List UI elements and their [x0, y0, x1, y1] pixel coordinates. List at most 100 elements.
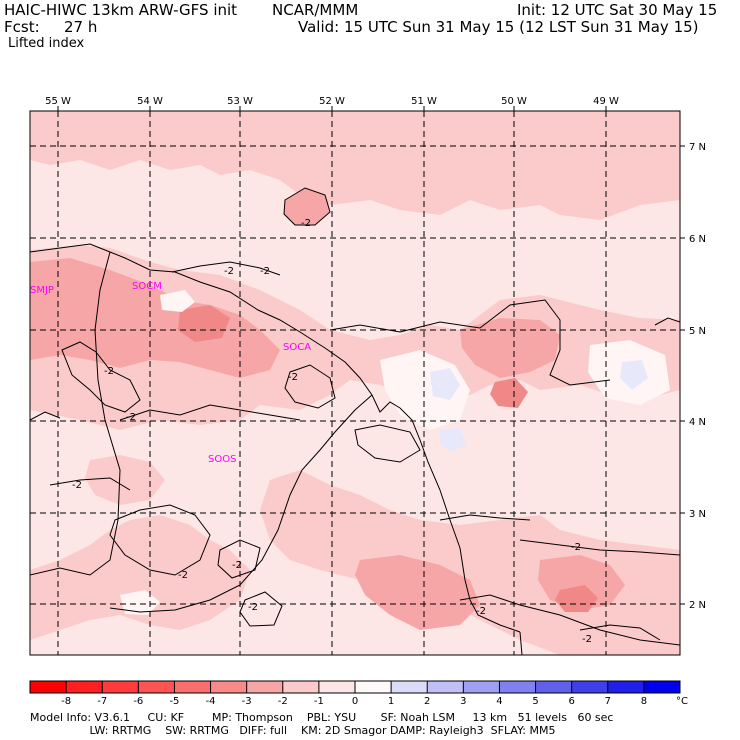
- colorbar-swatch: [643, 681, 681, 693]
- colorbar-swatch: [607, 681, 645, 693]
- colorbar: [29, 680, 681, 694]
- lat-label: 7 N: [689, 142, 706, 153]
- colorbar-swatch: [391, 681, 428, 693]
- colorbar-swatch: [246, 681, 284, 693]
- contour-line: [61, 341, 141, 413]
- contour-line: [109, 504, 211, 576]
- border-line: [109, 394, 373, 613]
- lon-label: 50 W: [501, 96, 527, 107]
- shade-positive-2: [440, 428, 466, 452]
- colorbar-swatch: [427, 681, 464, 693]
- shade-strong-north: [284, 188, 330, 225]
- colorbar-swatch: [102, 681, 139, 693]
- contour-labels: -2 -2 -2 -2 -2 -2 -2 -2 -2 -2 -2 -2 -2: [72, 218, 592, 645]
- valid-time: Valid: 15 UTC Sun 31 May 15 (12 LST Sun …: [298, 18, 699, 36]
- border-line: [519, 631, 523, 655]
- station-label-smjp: SMJP: [30, 285, 54, 296]
- init-time: Init: 12 UTC Sat 30 May 15: [517, 1, 718, 19]
- latitude-labels: 7 N 6 N 5 N 4 N 3 N 2 N: [689, 142, 706, 611]
- colorbar-swatch: [499, 681, 537, 693]
- contour-line: [519, 539, 680, 556]
- colorbar-swatch: [138, 681, 175, 693]
- contour-label: -2: [224, 266, 234, 277]
- colorbar-tick-label: 8: [641, 696, 647, 707]
- contour-line: [459, 594, 680, 646]
- longitude-labels: 55 W 54 W 53 W 52 W 51 W 50 W 49 W: [45, 96, 619, 107]
- model-info-line-1: Model Info: V3.6.1 CU: KF MP: Thompson P…: [30, 711, 614, 724]
- forecast-hour: 27 h: [64, 18, 98, 36]
- lon-label: 49 W: [593, 96, 619, 107]
- station-labels: SMJP SOCM SOCA SOOS: [30, 281, 311, 465]
- station-label-soca: SOCA: [283, 342, 311, 353]
- field-shading: [30, 111, 680, 655]
- colorbar-tick-label: -3: [242, 696, 252, 707]
- colorbar-swatch: [535, 681, 573, 693]
- contour-label: -2: [104, 366, 114, 377]
- shade-west-cell: [85, 455, 165, 505]
- lon-label: 53 W: [227, 96, 253, 107]
- contour-label: -2: [178, 570, 188, 581]
- colorbar-swatch: [66, 681, 103, 693]
- contour-label: -2: [232, 560, 242, 571]
- contour-label: -2: [288, 372, 298, 383]
- colorbar-swatch: [210, 681, 248, 693]
- colorbar-tick-label: -6: [133, 696, 143, 707]
- shade-strong-coast: [30, 258, 280, 378]
- shade-southwest: [30, 515, 250, 640]
- map-frame: [29, 110, 681, 656]
- boundaries: [30, 243, 523, 655]
- axis-ticks: [57, 106, 685, 605]
- contour-line: [284, 364, 336, 409]
- shade-core-2: [490, 378, 528, 408]
- organization-label: NCAR/MMM: [272, 1, 359, 19]
- contour-line: [439, 514, 531, 521]
- colorbar-tick-label: 5: [532, 696, 538, 707]
- contour-label: -2: [248, 602, 258, 613]
- contour-line: [579, 624, 661, 641]
- shade-coast-band: [30, 245, 680, 430]
- contour-label: -2: [476, 606, 486, 617]
- contour-label: -2: [301, 218, 311, 229]
- lon-label: 52 W: [319, 96, 345, 107]
- field-name: Lifted index: [8, 36, 85, 51]
- station-label-soos: SOOS: [208, 454, 236, 465]
- colorbar-tick-label: 4: [496, 696, 502, 707]
- colorbar-swatch: [463, 681, 500, 693]
- contour-line: [329, 299, 611, 386]
- colorbar-swatch: [571, 681, 609, 693]
- contour-line: [283, 187, 331, 226]
- shade-core-1: [178, 305, 230, 342]
- colorbar-tick-label: 6: [568, 696, 574, 707]
- lon-label: 54 W: [137, 96, 163, 107]
- contour-lines: [30, 187, 680, 646]
- contour-line: [119, 404, 301, 421]
- colorbar-swatch: [282, 681, 320, 693]
- contour-line: [30, 411, 61, 421]
- contour-label: -2: [260, 266, 270, 277]
- contour-line: [654, 317, 680, 326]
- contour-line: [217, 539, 261, 579]
- graticule: [30, 111, 680, 655]
- colorbar-swatch: [30, 681, 67, 693]
- shade-core-3: [555, 585, 598, 612]
- colorbar-tick-label: 7: [605, 696, 611, 707]
- contour-label: -2: [126, 412, 136, 423]
- border-line: [30, 251, 121, 576]
- colorbar-ticks: -8 -7 -6 -5 -4 -3 -2 -1 0 1 2 3 4 5 6 7 8: [61, 696, 647, 707]
- colorbar-tick-label: 3: [460, 696, 466, 707]
- colorbar-tick-label: 1: [388, 696, 394, 707]
- colorbar-tick-label: -7: [97, 696, 107, 707]
- colorbar-swatch: [355, 681, 392, 693]
- lat-label: 4 N: [689, 417, 706, 428]
- colorbar-swatch: [318, 681, 356, 693]
- contour-label: -2: [571, 542, 581, 553]
- colorbar-swatch: [174, 681, 212, 693]
- colorbar-tick-label: -2: [278, 696, 288, 707]
- shade-positive-1: [430, 368, 460, 400]
- shade-strong-east: [460, 318, 560, 378]
- coastline: [30, 243, 521, 633]
- contour-label: -2: [582, 634, 592, 645]
- colorbar-tick-label: 0: [352, 696, 358, 707]
- lat-label: 6 N: [689, 234, 706, 245]
